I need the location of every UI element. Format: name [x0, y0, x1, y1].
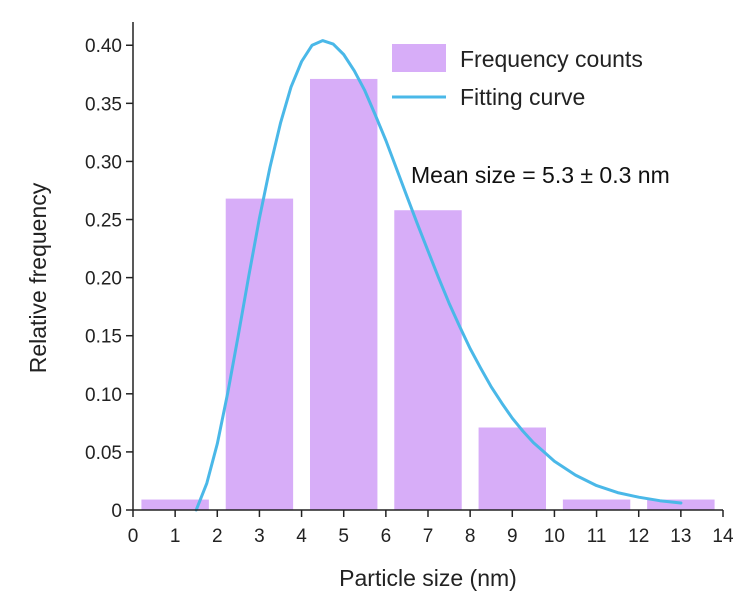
x-tick-label-2: 2: [212, 526, 223, 547]
fitting-curve: [194, 39, 683, 512]
bar-0: [141, 499, 209, 510]
x-tick-label-12: 12: [628, 526, 649, 547]
bar-2: [310, 78, 378, 510]
mean-size-annotation: Mean size = 5.3 ± 0.3 nm: [411, 162, 670, 188]
y-tick-label-2: 0.10: [85, 385, 122, 406]
y-tick-label-0: 0: [111, 501, 122, 522]
y-tick-label-3: 0.15: [85, 327, 122, 348]
bar-5: [562, 499, 631, 510]
legend-bar-swatch: [392, 44, 446, 72]
x-tick-label-13: 13: [670, 526, 691, 547]
x-tick-label-3: 3: [254, 526, 265, 547]
legend-label-fitting-curve: Fitting curve: [460, 84, 585, 110]
x-tick-label-14: 14: [712, 526, 734, 547]
x-tick-label-8: 8: [465, 526, 476, 547]
x-tick-label-5: 5: [338, 526, 349, 547]
bar-6: [647, 499, 715, 510]
bar-3: [394, 210, 462, 510]
y-tick-label-7: 0.35: [85, 94, 122, 115]
x-tick-label-7: 7: [423, 526, 434, 547]
x-tick-label-0: 0: [128, 526, 139, 547]
axes-layer: 00.050.100.150.200.250.300.350.400 1 2 3 4 5 6…: [85, 22, 734, 547]
x-axis-label: Particle size (nm): [339, 565, 517, 591]
bars-layer: [141, 78, 715, 510]
x-tick-label-6: 6: [381, 526, 392, 547]
legend: Frequency counts Fitting curve: [392, 44, 643, 110]
x-tick-label-9: 9: [507, 526, 518, 547]
bar-1: [225, 198, 294, 510]
x-tick-label-10: 10: [544, 526, 565, 547]
y-tick-label-6: 0.30: [85, 152, 122, 173]
curve-layer: [194, 39, 683, 512]
legend-label-frequency-counts: Frequency counts: [460, 46, 643, 72]
x-tick-label-4: 4: [296, 526, 307, 547]
x-tick-label-11: 11: [587, 526, 607, 547]
y-tick-label-5: 0.25: [85, 211, 122, 232]
y-tick-label-4: 0.20: [85, 269, 122, 290]
x-tick-label-1: 1: [170, 526, 181, 547]
bar-4: [478, 427, 546, 510]
y-tick-label-8: 0.40: [85, 36, 122, 57]
y-axis-label: Relative frequency: [25, 182, 51, 373]
y-tick-label-1: 0.05: [85, 443, 122, 464]
